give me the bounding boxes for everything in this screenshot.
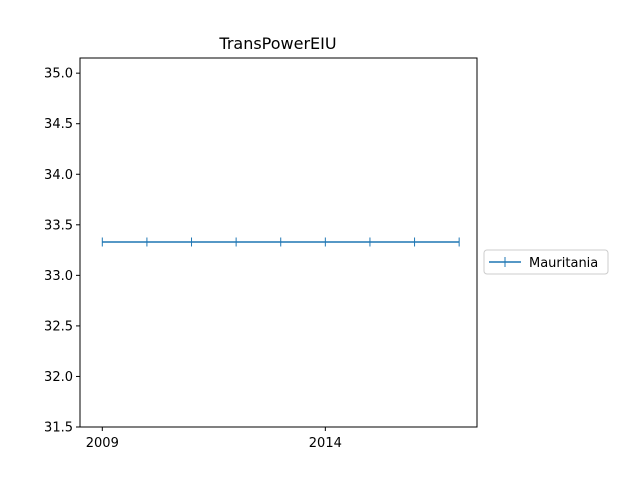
y-tick-label: 34.5 (44, 117, 73, 132)
y-tick-label: 32.0 (44, 370, 73, 385)
legend: Mauritania (483, 249, 609, 275)
y-tick-label: 34.0 (44, 168, 73, 183)
legend-frame (483, 249, 609, 275)
chart-title: TransPowerEIU (218, 34, 336, 53)
legend-label-mauritania: Mauritania (529, 256, 598, 271)
x-tick-label: 2009 (86, 436, 119, 451)
x-tick-label: 2014 (309, 436, 342, 451)
y-tick-label: 33.5 (44, 218, 73, 233)
y-tick-label: 32.5 (44, 319, 73, 334)
plot-area: 31.5 32.0 32.5 33.0 33.5 34.0 34.5 35.0 2009 2014 (44, 57, 478, 451)
axes-frame (79, 57, 478, 428)
y-tick-label: 35.0 (44, 67, 73, 82)
y-tick-label: 31.5 (44, 421, 73, 436)
y-tick-label: 33.0 (44, 269, 73, 284)
